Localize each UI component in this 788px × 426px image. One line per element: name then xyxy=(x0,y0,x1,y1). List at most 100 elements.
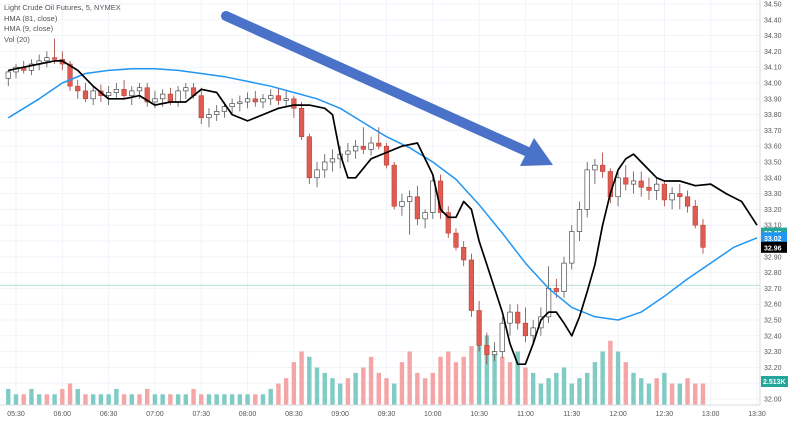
volume-bar xyxy=(561,367,567,405)
candle-body xyxy=(615,177,621,198)
candle-body xyxy=(692,205,698,226)
candle-body xyxy=(329,158,336,163)
candle-body xyxy=(445,212,451,234)
legend-volume[interactable]: Vol (20) xyxy=(4,34,30,44)
candle-body xyxy=(453,232,459,248)
y-tick-label: 33.20 xyxy=(764,207,782,214)
legend-symbol[interactable]: Light Crude Oil Futures, 5, NYMEX xyxy=(4,3,121,12)
volume-bar xyxy=(83,394,88,405)
x-tick-label: 11:30 xyxy=(563,411,580,418)
candle-body xyxy=(584,169,590,210)
candle-body xyxy=(283,98,289,101)
volume-bar xyxy=(492,351,497,405)
volume-bar xyxy=(291,362,297,405)
volume-bar xyxy=(330,378,335,405)
volume-bar xyxy=(515,351,520,405)
volume-bar xyxy=(160,394,165,405)
candle-body xyxy=(306,136,312,179)
candle-body xyxy=(530,327,536,337)
y-tick-label: 32.70 xyxy=(764,286,782,293)
volume-bar xyxy=(245,394,250,405)
candle-body xyxy=(291,98,297,109)
volume-bar xyxy=(384,378,389,405)
volume-bar xyxy=(654,378,659,405)
candle-body xyxy=(383,145,390,166)
y-tick-label: 34.00 xyxy=(764,81,782,88)
candle-body xyxy=(468,259,475,311)
volume-bar xyxy=(314,367,320,405)
volume-bar xyxy=(700,383,706,405)
x-tick-label: 13:00 xyxy=(702,411,720,418)
price-axis-bg xyxy=(760,0,788,421)
x-tick-label: 12:00 xyxy=(609,411,627,418)
volume-bar xyxy=(368,356,374,405)
y-tick-label: 32.50 xyxy=(764,318,782,325)
volume-bar xyxy=(554,372,559,405)
candle-body xyxy=(499,322,505,352)
candle-body xyxy=(28,63,35,71)
volume-bar xyxy=(260,394,266,405)
volume-bar xyxy=(29,388,34,405)
y-tick-label: 34.40 xyxy=(764,17,782,24)
volume-bar xyxy=(121,394,127,405)
volume-bar xyxy=(137,394,142,405)
candle-body xyxy=(214,111,220,115)
x-tick-label: 09:30 xyxy=(378,411,396,418)
candle-body xyxy=(623,177,629,185)
candle-body xyxy=(206,114,212,119)
candle-body xyxy=(183,87,189,92)
candle-body xyxy=(561,262,567,292)
candle-body xyxy=(646,186,652,191)
candle-body xyxy=(407,196,413,202)
candle-body xyxy=(507,311,513,324)
volume-bar xyxy=(669,383,675,405)
volume-bar xyxy=(399,362,405,405)
volume-bar xyxy=(168,394,173,405)
candle-body xyxy=(244,98,251,103)
volume-bar xyxy=(615,351,621,405)
volume-bar xyxy=(6,388,11,405)
candle-body xyxy=(51,57,58,60)
y-tick-label: 33.30 xyxy=(764,191,782,198)
volume-bar xyxy=(484,335,490,405)
y-tick-label: 33.60 xyxy=(764,144,782,151)
x-tick-label: 07:30 xyxy=(192,411,210,418)
trend-arrow-head xyxy=(520,138,553,166)
x-tick-label: 07:00 xyxy=(146,411,164,418)
candle-body xyxy=(422,212,428,220)
candle-body xyxy=(684,196,691,207)
candle-body xyxy=(298,107,305,138)
candle-body xyxy=(113,89,119,93)
y-tick-label: 34.10 xyxy=(764,65,782,72)
legend-hma-9[interactable]: HMA (9, close) xyxy=(4,24,54,33)
volume-bar xyxy=(283,378,289,405)
volume-bar xyxy=(415,372,420,405)
volume-bar xyxy=(60,388,65,405)
candle-body xyxy=(129,90,135,96)
volume-bar xyxy=(229,394,235,405)
y-tick-label: 33.80 xyxy=(764,112,782,119)
volume-tag xyxy=(761,376,788,387)
volume-bar xyxy=(98,394,104,405)
volume-bar xyxy=(36,394,42,405)
y-tick-label: 34.20 xyxy=(764,49,782,56)
hma-9-line xyxy=(8,60,758,366)
volume-bar xyxy=(276,383,281,405)
y-tick-label: 32.20 xyxy=(764,365,782,372)
candle-body xyxy=(630,180,637,185)
legend-hma-81[interactable]: HMA (81, close) xyxy=(4,13,58,23)
volume-bar xyxy=(461,356,466,405)
volume-bar xyxy=(214,394,219,405)
candle-body xyxy=(275,95,282,101)
volume-bar xyxy=(322,372,327,405)
volume-bar xyxy=(90,394,96,405)
volume-bar xyxy=(577,378,582,405)
volume-bar xyxy=(538,383,544,405)
x-tick-label: 13:30 xyxy=(748,411,766,418)
x-tick-label: 06:00 xyxy=(54,411,72,418)
trend-arrow-shaft xyxy=(221,11,533,157)
candle-body xyxy=(44,57,50,62)
candle-body xyxy=(399,201,405,207)
candle-body xyxy=(260,98,266,103)
volume-bar xyxy=(114,388,119,405)
